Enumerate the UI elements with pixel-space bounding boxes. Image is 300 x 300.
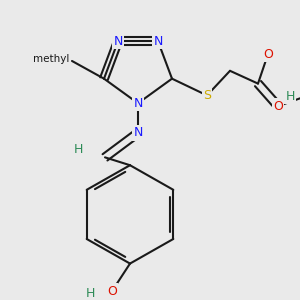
Text: H: H xyxy=(85,286,95,300)
Text: N: N xyxy=(153,35,163,48)
Text: N: N xyxy=(113,35,123,48)
Text: O: O xyxy=(107,285,117,298)
Text: methyl: methyl xyxy=(33,54,69,64)
Text: N: N xyxy=(133,97,143,110)
Text: O: O xyxy=(263,48,273,61)
Text: N: N xyxy=(133,126,143,139)
Text: H: H xyxy=(285,90,295,103)
Text: O: O xyxy=(273,100,283,113)
Text: H: H xyxy=(73,143,83,156)
Text: S: S xyxy=(203,89,211,102)
